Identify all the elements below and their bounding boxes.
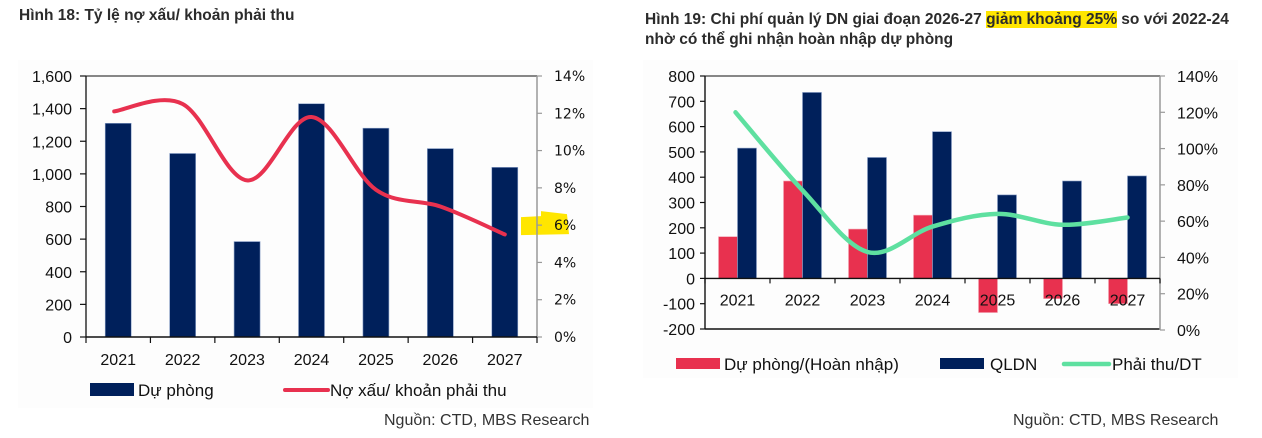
right-axis-label: 2% (554, 293, 576, 309)
x-axis-label: 2023 (850, 292, 886, 309)
figure-19-title-post: so với 2022-24 nhờ có thể ghi nhận hoàn … (645, 11, 1229, 48)
highlight-mark (521, 211, 569, 236)
left-axis-label: 1,600 (32, 69, 72, 86)
left-axis-label: 1,000 (32, 167, 72, 184)
x-axis-label: 2025 (980, 292, 1016, 309)
right-axis-label: 0% (1177, 323, 1200, 340)
bar-du-phong (491, 167, 519, 338)
bar-qldn (1127, 175, 1147, 279)
bar-qldn (997, 194, 1017, 279)
legend-label-du-phong-hoan-nhap: Dự phòng/(Hoàn nhập) (724, 355, 899, 374)
legend-label-no-xau: Nợ xấu/ khoản phải thu (330, 381, 507, 400)
legend-label-du-phong: Dự phòng (138, 381, 214, 400)
x-axis-label: 2021 (720, 292, 756, 309)
left-axis-label: 500 (668, 145, 695, 162)
right-axis-label: 120% (1177, 105, 1218, 122)
figure-19-title: Hình 19: Chi phí quản lý DN giai đoạn 20… (645, 10, 1255, 50)
left-axis-label: -100 (663, 297, 695, 314)
left-axis-label: 600 (45, 232, 72, 249)
x-axis-label: 2022 (785, 292, 821, 309)
right-axis-label: 12% (554, 106, 585, 122)
bar-qldn (802, 92, 822, 279)
right-axis-label: 100% (1177, 142, 1218, 159)
left-axis-label: 700 (668, 94, 695, 111)
right-axis-label: 140% (1177, 69, 1218, 86)
x-axis-label: 2022 (165, 352, 201, 369)
chart-18-source: Nguồn: CTD, MBS Research (384, 412, 590, 429)
line-no-xau (112, 98, 507, 237)
right-axis-label: 60% (1177, 214, 1209, 231)
bar-du-phong (362, 127, 390, 338)
left-axis-label: 0 (63, 330, 72, 347)
chart-19-source: Nguồn: CTD, MBS Research (1013, 412, 1219, 429)
legend-swatch-qldn (940, 358, 984, 369)
bar-du-phong-hoan-nhap (913, 214, 933, 279)
left-axis-label: 200 (45, 297, 72, 314)
right-axis-label: 20% (1177, 287, 1209, 304)
right-axis-label: 0% (554, 330, 576, 346)
right-axis-label: 4% (554, 255, 576, 271)
legend-label-phai-thu-dt: Phải thu/DT (1112, 355, 1202, 374)
left-axis-label: 100 (668, 246, 695, 263)
left-axis-label: 0 (686, 271, 695, 288)
left-axis-label: 300 (668, 196, 695, 213)
line-phai-thu-dt (733, 110, 1130, 256)
x-axis-label: 2021 (100, 352, 136, 369)
x-axis-label: 2026 (1045, 292, 1081, 309)
figure-19-title-pre: Hình 19: Chi phí quản lý DN giai đoạn 20… (645, 11, 987, 28)
right-axis-label: 40% (1177, 250, 1209, 267)
right-axis-label: 10% (554, 144, 585, 160)
legend-swatch-du-phong (90, 383, 134, 396)
left-axis-label: -200 (663, 322, 695, 339)
left-axis-label: 200 (668, 221, 695, 238)
x-axis-label: 2024 (915, 292, 951, 309)
bar-du-phong (427, 148, 454, 338)
figure-19-title-highlight: giảm khoảng 25% (986, 11, 1117, 28)
bar-du-phong-hoan-nhap (783, 180, 803, 279)
right-axis-label: 14% (554, 69, 585, 85)
x-axis-label: 2027 (1110, 292, 1146, 309)
bar-qldn (737, 147, 757, 279)
left-axis-label: 600 (668, 120, 695, 137)
x-axis-label: 2023 (229, 352, 265, 369)
left-axis-label: 1,400 (32, 102, 72, 119)
figure-18-title: Hình 18: Tỷ lệ nợ xấu/ khoản phải thu (19, 7, 295, 24)
right-axis-label: 80% (1177, 178, 1209, 195)
bar-du-phong (298, 103, 325, 338)
x-axis-label: 2025 (358, 352, 394, 369)
bar-qldn (1062, 180, 1082, 279)
bar-du-phong-hoan-nhap (848, 228, 868, 279)
legend-swatch-du-phong-hoan-nhap (676, 358, 720, 369)
left-axis-label: 400 (45, 265, 72, 282)
left-axis-label: 1,200 (32, 134, 72, 151)
x-axis-label: 2024 (294, 352, 330, 369)
x-axis-label: 2026 (423, 352, 459, 369)
x-axis-label: 2027 (487, 352, 523, 369)
bar-du-phong-hoan-nhap (718, 236, 738, 279)
left-axis-label: 800 (45, 200, 72, 217)
left-axis-label: 800 (668, 69, 695, 86)
bar-qldn (867, 157, 887, 279)
legend-label-qldn: QLDN (990, 355, 1037, 374)
bar-qldn (932, 131, 952, 279)
left-axis-label: 400 (668, 170, 695, 187)
right-axis-label: 6% (554, 218, 576, 234)
right-axis-label: 8% (554, 181, 576, 197)
